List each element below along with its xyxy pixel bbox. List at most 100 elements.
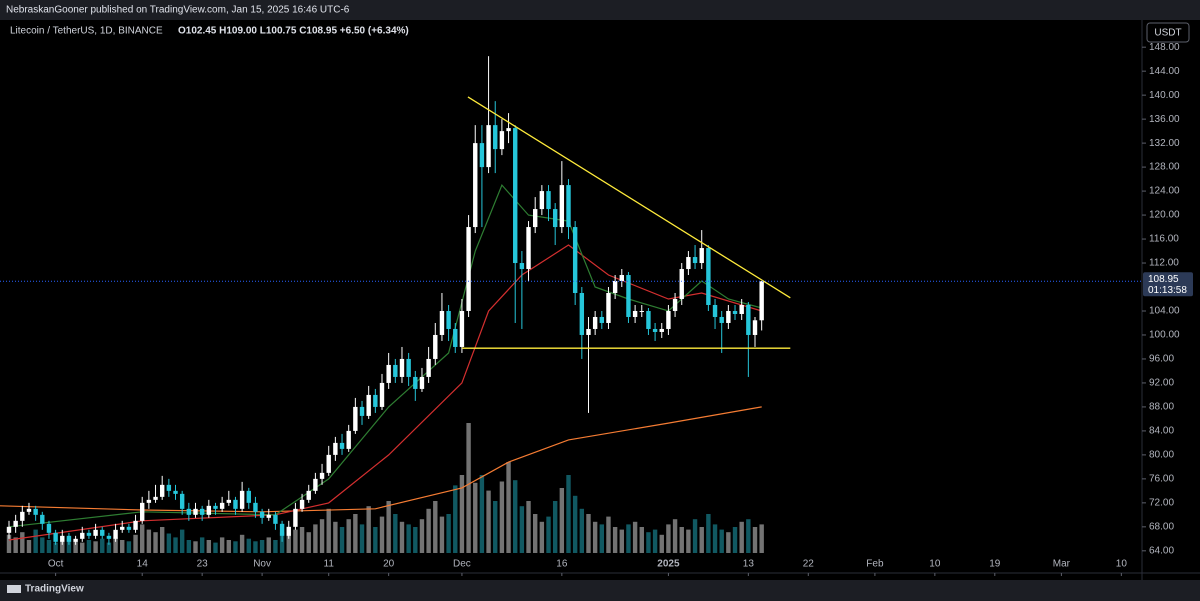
- candle-body: [279, 523, 285, 536]
- volume-bar: [46, 540, 52, 553]
- volume-bar: [306, 532, 311, 553]
- y-tick-label: 84.00: [1149, 426, 1174, 437]
- candle-body: [193, 508, 198, 515]
- volume-bar: [539, 521, 545, 553]
- candle-body: [699, 248, 704, 264]
- candle-body: [566, 185, 571, 228]
- y-tick-label: 76.00: [1149, 474, 1174, 485]
- volume-bar: [120, 540, 125, 553]
- candle-body: [592, 316, 598, 329]
- volume-bar: [393, 514, 398, 553]
- volume-bar: [672, 519, 678, 553]
- volume-bar: [259, 540, 265, 553]
- candle-body: [166, 484, 172, 491]
- candle-body: [446, 310, 451, 329]
- candle-body: [379, 382, 385, 407]
- candle-body: [513, 128, 518, 264]
- volume-bar: [552, 501, 558, 553]
- volume-bar: [233, 541, 238, 553]
- candle-body: [626, 275, 631, 317]
- candle-body: [100, 529, 105, 536]
- x-tick-label: Feb: [866, 559, 884, 570]
- volume-bar: [126, 541, 132, 553]
- candle-body: [173, 490, 178, 494]
- candle-body: [712, 304, 718, 317]
- x-tick-label: 10: [1116, 559, 1128, 570]
- candle-body: [746, 304, 751, 335]
- volume-bar: [193, 541, 198, 553]
- volume-bar: [506, 462, 511, 553]
- publisher: NebraskanGooner published on TradingView…: [6, 5, 350, 16]
- volume-bar: [86, 540, 92, 553]
- y-tick-label: 88.00: [1149, 402, 1174, 413]
- y-tick-label: 116.00: [1149, 234, 1179, 245]
- candle-body: [386, 364, 391, 383]
- volume-bar: [166, 533, 172, 553]
- candle-body: [120, 526, 125, 530]
- volume-bar: [446, 514, 451, 553]
- candle-body: [333, 442, 338, 455]
- candle-body: [326, 454, 331, 473]
- currency-button[interactable]: [1146, 22, 1190, 43]
- volume-bar: [40, 537, 45, 553]
- volume-bar: [526, 501, 531, 553]
- volume-bar: [546, 516, 551, 553]
- volume-bar: [759, 524, 764, 553]
- volume-bar: [419, 519, 425, 553]
- volume-bar: [719, 529, 724, 553]
- currency-label: USDT: [1154, 28, 1181, 39]
- volume-bar: [273, 540, 278, 553]
- volume-bar: [206, 540, 212, 553]
- candle-body: [366, 394, 371, 416]
- volume-bar: [459, 475, 465, 553]
- volume-bar: [466, 423, 471, 553]
- volume-bar: [606, 516, 611, 553]
- volume-bar: [159, 527, 165, 553]
- candle-body: [339, 442, 345, 449]
- candle-body: [632, 310, 638, 317]
- candle-body: [652, 328, 658, 332]
- candle-body: [319, 472, 325, 479]
- volume-bar: [453, 485, 458, 553]
- y-tick-label: 144.00: [1149, 66, 1180, 77]
- volume-bar: [333, 521, 338, 553]
- candle-body: [459, 310, 465, 347]
- x-tick-label: 13: [743, 559, 755, 570]
- last-price-box: [1143, 272, 1193, 297]
- candle-body: [286, 526, 291, 536]
- candle-body: [686, 257, 691, 270]
- candle-body: [426, 358, 431, 377]
- x-tick-label: 22: [803, 559, 815, 570]
- volume-bar: [353, 514, 358, 553]
- candle-body: [672, 298, 678, 311]
- brand: TradingView: [25, 584, 84, 595]
- candle-body: [752, 320, 758, 335]
- x-tick-label: 2025: [657, 559, 680, 570]
- volume-bar: [246, 538, 251, 553]
- y-tick-label: 92.00: [1149, 378, 1174, 389]
- volume-bar: [299, 527, 305, 553]
- y-tick-label: 132.00: [1149, 138, 1180, 149]
- volume-bar: [426, 508, 431, 553]
- x-tick-label: Mar: [1053, 559, 1071, 570]
- volume-bar: [199, 537, 205, 553]
- volume-bar: [726, 532, 731, 553]
- candle-body: [466, 227, 471, 311]
- candle-body: [666, 310, 671, 329]
- candle-body: [20, 511, 25, 521]
- volume-bar: [186, 540, 192, 553]
- volume-bar: [652, 529, 658, 553]
- candle-body: [13, 520, 18, 527]
- candle-body: [60, 535, 65, 542]
- volume-bar: [406, 524, 411, 553]
- candle-body: [93, 529, 98, 536]
- candle-body: [140, 502, 145, 521]
- plot-area: [0, 56, 1142, 553]
- candle-body: [239, 490, 245, 509]
- candle-body: [406, 358, 411, 377]
- volume-bar: [566, 475, 571, 553]
- candle-body: [253, 502, 258, 512]
- x-tick-label: Dec: [453, 559, 471, 570]
- x-tick-label: 10: [929, 559, 941, 570]
